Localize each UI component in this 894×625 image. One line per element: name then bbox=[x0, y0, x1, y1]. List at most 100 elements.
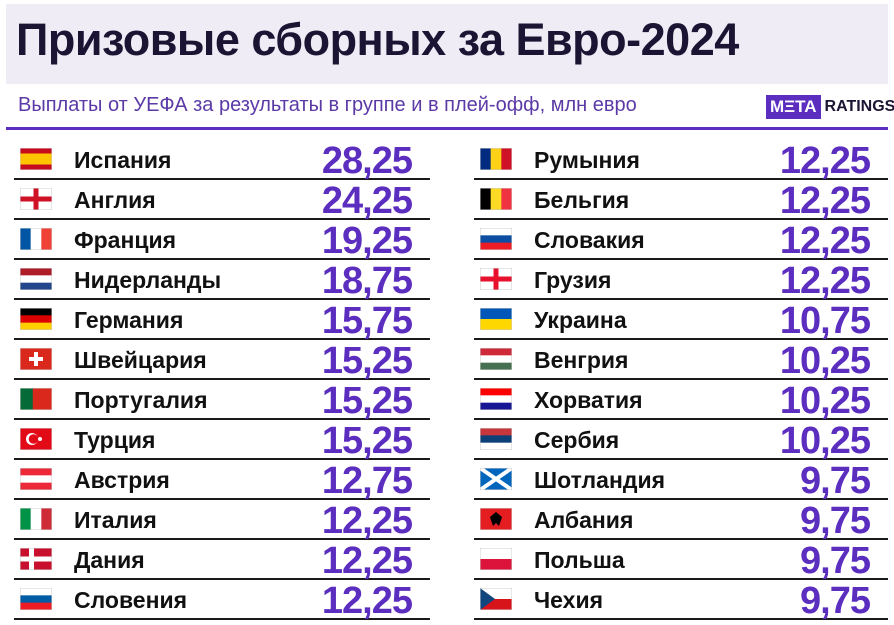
prize-value: 12,75 bbox=[321, 460, 413, 502]
country-name: Германия bbox=[74, 307, 184, 333]
country-name: Австрия bbox=[74, 467, 170, 493]
table-row: Италия 12,25 bbox=[14, 500, 430, 542]
table-row: Сербия 10,25 bbox=[474, 420, 888, 462]
flag bbox=[20, 188, 52, 210]
country-name: Нидерланды bbox=[74, 267, 222, 293]
table-row: Испания 28,25 bbox=[14, 140, 430, 182]
prize-value: 12,25 bbox=[779, 220, 871, 262]
country-name: Шотландия bbox=[534, 467, 666, 493]
country-name: Сербия bbox=[534, 427, 620, 453]
title: Призовые сборных за Евро-2024 bbox=[16, 14, 739, 65]
prize-value: 10,25 bbox=[779, 420, 871, 462]
country-name: Албания bbox=[534, 507, 634, 533]
country-name: Румыния bbox=[534, 147, 640, 173]
prize-value: 9,75 bbox=[800, 500, 871, 542]
prize-value: 15,25 bbox=[321, 380, 413, 422]
prize-value: 12,25 bbox=[321, 500, 413, 542]
flag bbox=[20, 348, 52, 370]
title-banner bbox=[6, 4, 888, 84]
prize-value: 12,25 bbox=[321, 580, 413, 622]
flag bbox=[480, 228, 512, 250]
flag bbox=[480, 588, 512, 610]
table-row: Албания 9,75 bbox=[474, 500, 888, 542]
flag bbox=[480, 388, 512, 410]
country-name: Польша bbox=[534, 547, 625, 573]
prize-value: 9,75 bbox=[800, 460, 871, 502]
prize-value: 15,25 bbox=[321, 420, 413, 462]
prize-value: 9,75 bbox=[800, 580, 871, 622]
flag bbox=[480, 428, 512, 450]
flag bbox=[480, 508, 512, 530]
country-name: Чехия bbox=[534, 587, 603, 613]
prize-value: 12,25 bbox=[779, 180, 871, 222]
country-name: Португалия bbox=[74, 387, 208, 413]
logo-brand: MΞTA bbox=[766, 95, 821, 119]
country-name: Италия bbox=[74, 507, 157, 533]
table-row: Турция 15,25 bbox=[14, 420, 430, 462]
country-name: Франция bbox=[74, 227, 177, 253]
table-row: Германия 15,75 bbox=[14, 300, 430, 342]
table-row: Дания 12,25 bbox=[14, 540, 430, 582]
flag bbox=[480, 268, 512, 290]
prize-value: 12,25 bbox=[321, 540, 413, 582]
flag bbox=[480, 308, 512, 330]
country-name: Швейцария bbox=[74, 347, 207, 373]
table-row: Чехия 9,75 bbox=[474, 580, 888, 622]
divider bbox=[6, 127, 888, 130]
table-row: Грузия 12,25 bbox=[474, 260, 888, 302]
prize-value: 24,25 bbox=[321, 180, 413, 222]
table-row: Нидерланды 18,75 bbox=[14, 260, 430, 302]
table-row: Франция 19,25 bbox=[14, 220, 430, 262]
table-row: Польша 9,75 bbox=[474, 540, 888, 582]
country-name: Венгрия bbox=[534, 347, 629, 373]
table-row: Украина 10,75 bbox=[474, 300, 888, 342]
country-name: Грузия bbox=[534, 267, 612, 293]
country-name: Испания bbox=[74, 147, 172, 173]
flag bbox=[480, 188, 512, 210]
table-row: Румыния 12,25 bbox=[474, 140, 888, 182]
prize-value: 15,75 bbox=[321, 300, 413, 342]
prize-value: 18,75 bbox=[321, 260, 413, 302]
flag bbox=[480, 348, 512, 370]
table-row: Хорватия 10,25 bbox=[474, 380, 888, 422]
table-row: Словения 12,25 bbox=[14, 580, 430, 622]
flag bbox=[20, 428, 52, 450]
table-row: Бельгия 12,25 bbox=[474, 180, 888, 222]
prize-value: 12,25 bbox=[779, 140, 871, 182]
flag bbox=[480, 548, 512, 570]
logo: MΞTA RATINGS bbox=[766, 95, 894, 119]
logo-suffix: RATINGS bbox=[824, 98, 894, 115]
table-row: Швейцария 15,25 bbox=[14, 340, 430, 382]
prize-value: 9,75 bbox=[800, 540, 871, 582]
table-row: Словакия 12,25 bbox=[474, 220, 888, 262]
flag bbox=[480, 148, 512, 170]
country-name: Англия bbox=[74, 187, 156, 213]
flag bbox=[20, 508, 52, 530]
prize-value: 10,25 bbox=[779, 340, 871, 382]
flag bbox=[20, 308, 52, 330]
country-name: Словакия bbox=[534, 227, 645, 253]
flag bbox=[480, 468, 512, 490]
country-name: Хорватия bbox=[534, 387, 643, 413]
table-row: Англия 24,25 bbox=[14, 180, 430, 222]
flag bbox=[20, 268, 52, 290]
prize-value: 10,75 bbox=[779, 300, 871, 342]
table-row: Шотландия 9,75 bbox=[474, 460, 888, 502]
table-row: Португалия 15,25 bbox=[14, 380, 430, 422]
prize-value: 12,25 bbox=[779, 260, 871, 302]
country-name: Бельгия bbox=[534, 187, 630, 213]
prize-value: 15,25 bbox=[321, 340, 413, 382]
prize-value: 10,25 bbox=[779, 380, 871, 422]
flag bbox=[20, 468, 52, 490]
table-row: Австрия 12,75 bbox=[14, 460, 430, 502]
country-name: Украина bbox=[534, 307, 627, 333]
country-name: Дания bbox=[74, 547, 145, 573]
table-row: Венгрия 10,25 bbox=[474, 340, 888, 382]
subtitle: Выплаты от УЕФА за результаты в группе и… bbox=[18, 94, 637, 116]
flag bbox=[20, 588, 52, 610]
prize-value: 19,25 bbox=[321, 220, 413, 262]
flag bbox=[20, 388, 52, 410]
flag bbox=[20, 548, 52, 570]
prize-value: 28,25 bbox=[321, 140, 413, 182]
